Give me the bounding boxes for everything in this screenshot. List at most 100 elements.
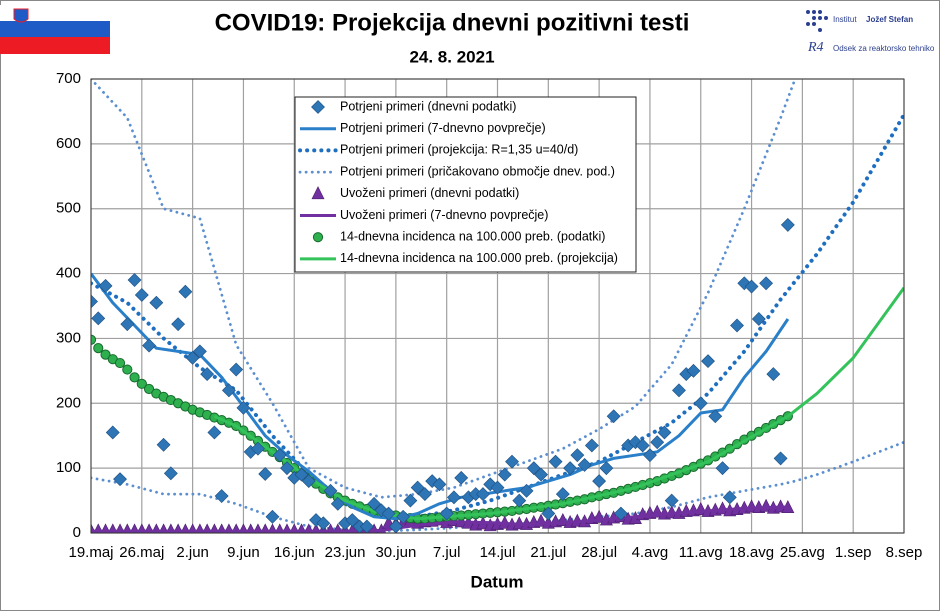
circle-marker — [122, 364, 133, 375]
legend-label: Potrjeni primeri (dnevni podatki) — [340, 99, 516, 113]
x-tick-label: 19.maj — [68, 544, 113, 561]
diamond-marker — [251, 441, 265, 456]
x-tick-label: 18.avg — [729, 544, 774, 561]
diamond-marker — [672, 383, 686, 398]
diamond-marker — [127, 273, 142, 287]
diamond-marker — [657, 425, 672, 440]
legend-label: 14-dnevna incidenca na 100.000 preb. (po… — [340, 229, 605, 243]
diamond-marker — [163, 466, 178, 481]
institute-name: Jožef Stefan — [866, 15, 913, 24]
diamond-marker — [650, 435, 665, 450]
x-tick-label: 4.avg — [632, 544, 669, 561]
diamond-marker — [635, 438, 650, 453]
diamond-marker — [171, 317, 186, 332]
legend-label: 14-dnevna incidenca na 100.000 preb. (pr… — [340, 251, 618, 265]
diamond-marker — [592, 474, 607, 489]
x-tick-label: 26.maj — [119, 544, 164, 561]
circle-marker — [143, 383, 155, 395]
triangle-marker — [311, 186, 325, 200]
legend-label: Uvoženi primeri (7-dnevno povprečje) — [340, 208, 548, 222]
diamond-marker — [425, 474, 440, 489]
x-tick-label: 14.jul — [480, 544, 516, 561]
diamond-marker — [505, 454, 519, 469]
diamond-marker — [381, 506, 396, 521]
legend-label: Uvoženi primeri (dnevni podatki) — [340, 186, 519, 200]
diamond-marker — [258, 467, 273, 481]
diamond-marker — [156, 437, 171, 452]
diamond-marker — [359, 519, 374, 533]
diamond-marker — [780, 218, 795, 232]
diamond-marker — [751, 312, 766, 326]
diamond-marker — [105, 425, 120, 440]
legend: Potrjeni primeri (dnevni podatki) Potrjen… — [294, 96, 637, 273]
diamond-marker — [236, 400, 251, 415]
diamond-marker — [526, 461, 541, 476]
legend-label: Potrjeni primeri (projekcija: R=1,35 u=4… — [340, 143, 578, 157]
x-tick-label: 23.jun — [325, 544, 366, 561]
diamond-marker — [134, 288, 149, 302]
diamond-marker — [417, 487, 432, 502]
diamond-marker — [142, 338, 156, 353]
diamond-marker — [664, 493, 679, 508]
diamond-marker — [497, 467, 512, 482]
y-tick-label: 100 — [56, 459, 81, 476]
diamond-marker — [265, 509, 280, 524]
diamond-marker — [555, 487, 570, 502]
diamond-marker — [476, 487, 490, 502]
diamond-marker — [766, 367, 781, 382]
diamond-marker — [432, 477, 447, 492]
x-tick-label: 21.jul — [530, 544, 566, 561]
institute-prefix: Institut — [833, 15, 857, 24]
legend-label: Potrjeni primeri (7-dnevno povprečje) — [340, 121, 546, 135]
diamond-marker — [120, 317, 135, 332]
x-tick-label: 28.jul — [581, 544, 617, 561]
diamond-marker — [701, 354, 715, 369]
circle-marker — [100, 349, 111, 360]
diamond-marker — [643, 448, 657, 463]
diamond-marker — [584, 438, 599, 453]
plot — [91, 79, 904, 533]
line-line — [91, 272, 790, 521]
diamond-marker — [272, 448, 287, 463]
circle-marker — [129, 372, 140, 383]
diamond-marker — [311, 100, 325, 114]
chart-title: COVID19: Projekcija dnevni pozitivni tes… — [215, 9, 690, 36]
diamond-marker — [98, 278, 113, 293]
y-tick-label: 300 — [56, 329, 81, 346]
y-tick-label: 0 — [73, 524, 81, 541]
diamond-marker — [403, 493, 418, 508]
diamond-marker — [301, 474, 316, 489]
diamond-marker — [606, 409, 621, 424]
diamond-marker — [548, 454, 563, 469]
y-tick-label: 200 — [56, 394, 81, 411]
x-tick-label: 16.jun — [274, 544, 315, 561]
diamond-marker — [207, 425, 222, 440]
diamond-marker — [309, 513, 323, 527]
circle-marker — [312, 232, 324, 243]
line-line — [91, 505, 788, 533]
x-axis-label: Datum — [471, 572, 524, 591]
circle-marker — [93, 343, 104, 354]
legend-box — [294, 96, 637, 273]
diamond-marker — [744, 279, 759, 294]
diamond-marker — [599, 461, 614, 476]
diamond-marker — [192, 344, 207, 359]
diamond-marker — [113, 472, 127, 487]
diamond-marker — [396, 509, 411, 524]
diamond-marker — [577, 457, 592, 472]
chart-subtitle: 24. 8. 2021 — [409, 47, 494, 66]
logo — [806, 10, 828, 32]
y-tick-label: 400 — [56, 265, 81, 282]
diamond-marker — [570, 448, 585, 463]
x-tick-label: 7.jul — [433, 544, 461, 561]
diamond-marker — [200, 367, 215, 382]
diamond-marker — [91, 311, 106, 326]
y-tick-label: 700 — [56, 70, 81, 87]
line-line — [213, 286, 904, 521]
diamond-marker — [686, 363, 701, 378]
diamond-marker — [519, 483, 534, 498]
legend-label: Potrjeni primeri (pričakovano območje dn… — [340, 164, 615, 178]
diamond-marker — [367, 496, 382, 511]
diamond-marker — [388, 519, 403, 533]
x-tick-label: 25.avg — [780, 544, 825, 561]
